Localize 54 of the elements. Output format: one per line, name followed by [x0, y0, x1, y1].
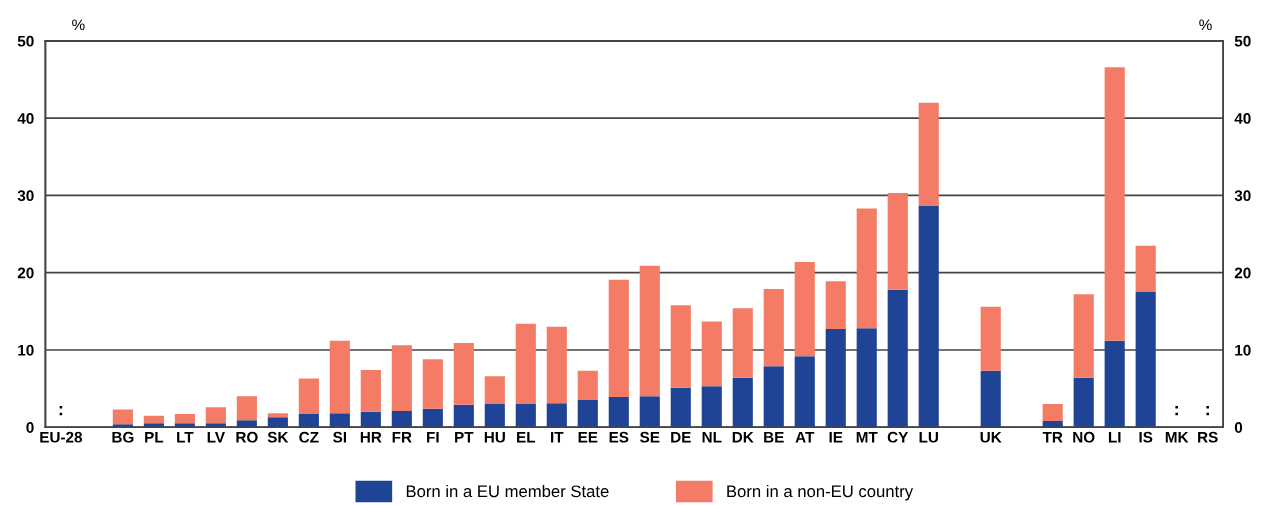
x-tick-label: IE — [829, 431, 843, 443]
x-tick-label: SK — [267, 431, 289, 443]
x-tick-label: UK — [980, 431, 1002, 443]
x-tick-label: PT — [455, 431, 474, 443]
y2-tick-label: 10 — [1235, 344, 1251, 356]
y2-tick-label: 30 — [1234, 190, 1251, 202]
x-tick-label: SE — [640, 431, 660, 443]
y2-tick-label: 20 — [1234, 267, 1251, 279]
y-tick-label: 50 — [17, 35, 34, 47]
x-tick-label: CY — [887, 431, 909, 443]
x-tick-label: CZ — [299, 431, 319, 443]
y-axis-title: % — [72, 19, 85, 31]
x-tick-label: EE — [578, 431, 598, 443]
x-tick-label: LU — [919, 431, 938, 443]
x-tick-label: FI — [427, 431, 439, 443]
x-tick-label: RS — [1198, 431, 1218, 443]
x-tick-label: BE — [764, 431, 784, 443]
legend-label: Born in a non-EU country — [727, 484, 914, 501]
x-tick-label: LI — [1108, 431, 1121, 443]
x-tick-label: EL — [517, 431, 536, 443]
x-tick-label: LT — [177, 431, 194, 443]
x-tick-label: MT — [856, 431, 878, 443]
y2-axis-title: % — [1199, 19, 1212, 31]
y-tick-label: 30 — [17, 190, 34, 202]
x-tick-label: FR — [392, 431, 412, 443]
x-tick-label: DE — [671, 431, 691, 443]
x-tick-label: HU — [484, 431, 505, 443]
x-tick-label: LV — [207, 431, 225, 443]
y2-tick-label: 0 — [1234, 422, 1243, 433]
x-tick-label: TR — [1042, 431, 1063, 443]
x-tick-label: BG — [112, 431, 134, 443]
x-tick-label: IT — [551, 431, 564, 443]
y-tick-label: 10 — [18, 344, 34, 356]
text: : — [1175, 406, 1178, 416]
text: : — [1206, 406, 1209, 416]
x-tick-label: RO — [236, 431, 258, 443]
y2-tick-label: 40 — [1234, 113, 1251, 124]
x-tick-label: AT — [795, 431, 815, 443]
x-tick-label: NO — [1073, 431, 1095, 443]
x-tick-label: NL — [702, 431, 722, 443]
x-tick-label: MK — [1165, 431, 1189, 443]
legend-label: Born in a EU member State — [406, 484, 609, 498]
x-tick-label: SI — [333, 431, 347, 443]
y-tick-label: 20 — [17, 267, 34, 279]
y-tick-label: 0 — [26, 422, 34, 433]
x-tick-label: IS — [1139, 431, 1153, 443]
x-tick-label: PL — [145, 431, 164, 443]
x-tick-label: DK — [732, 431, 754, 443]
y2-tick-label: 50 — [1234, 35, 1251, 47]
text: : — [59, 406, 63, 416]
x-tick-label: ES — [609, 431, 629, 443]
x-tick-label: HR — [360, 431, 382, 443]
y-tick-label: 40 — [17, 113, 34, 124]
x-tick-label: EU-28 — [40, 431, 83, 443]
